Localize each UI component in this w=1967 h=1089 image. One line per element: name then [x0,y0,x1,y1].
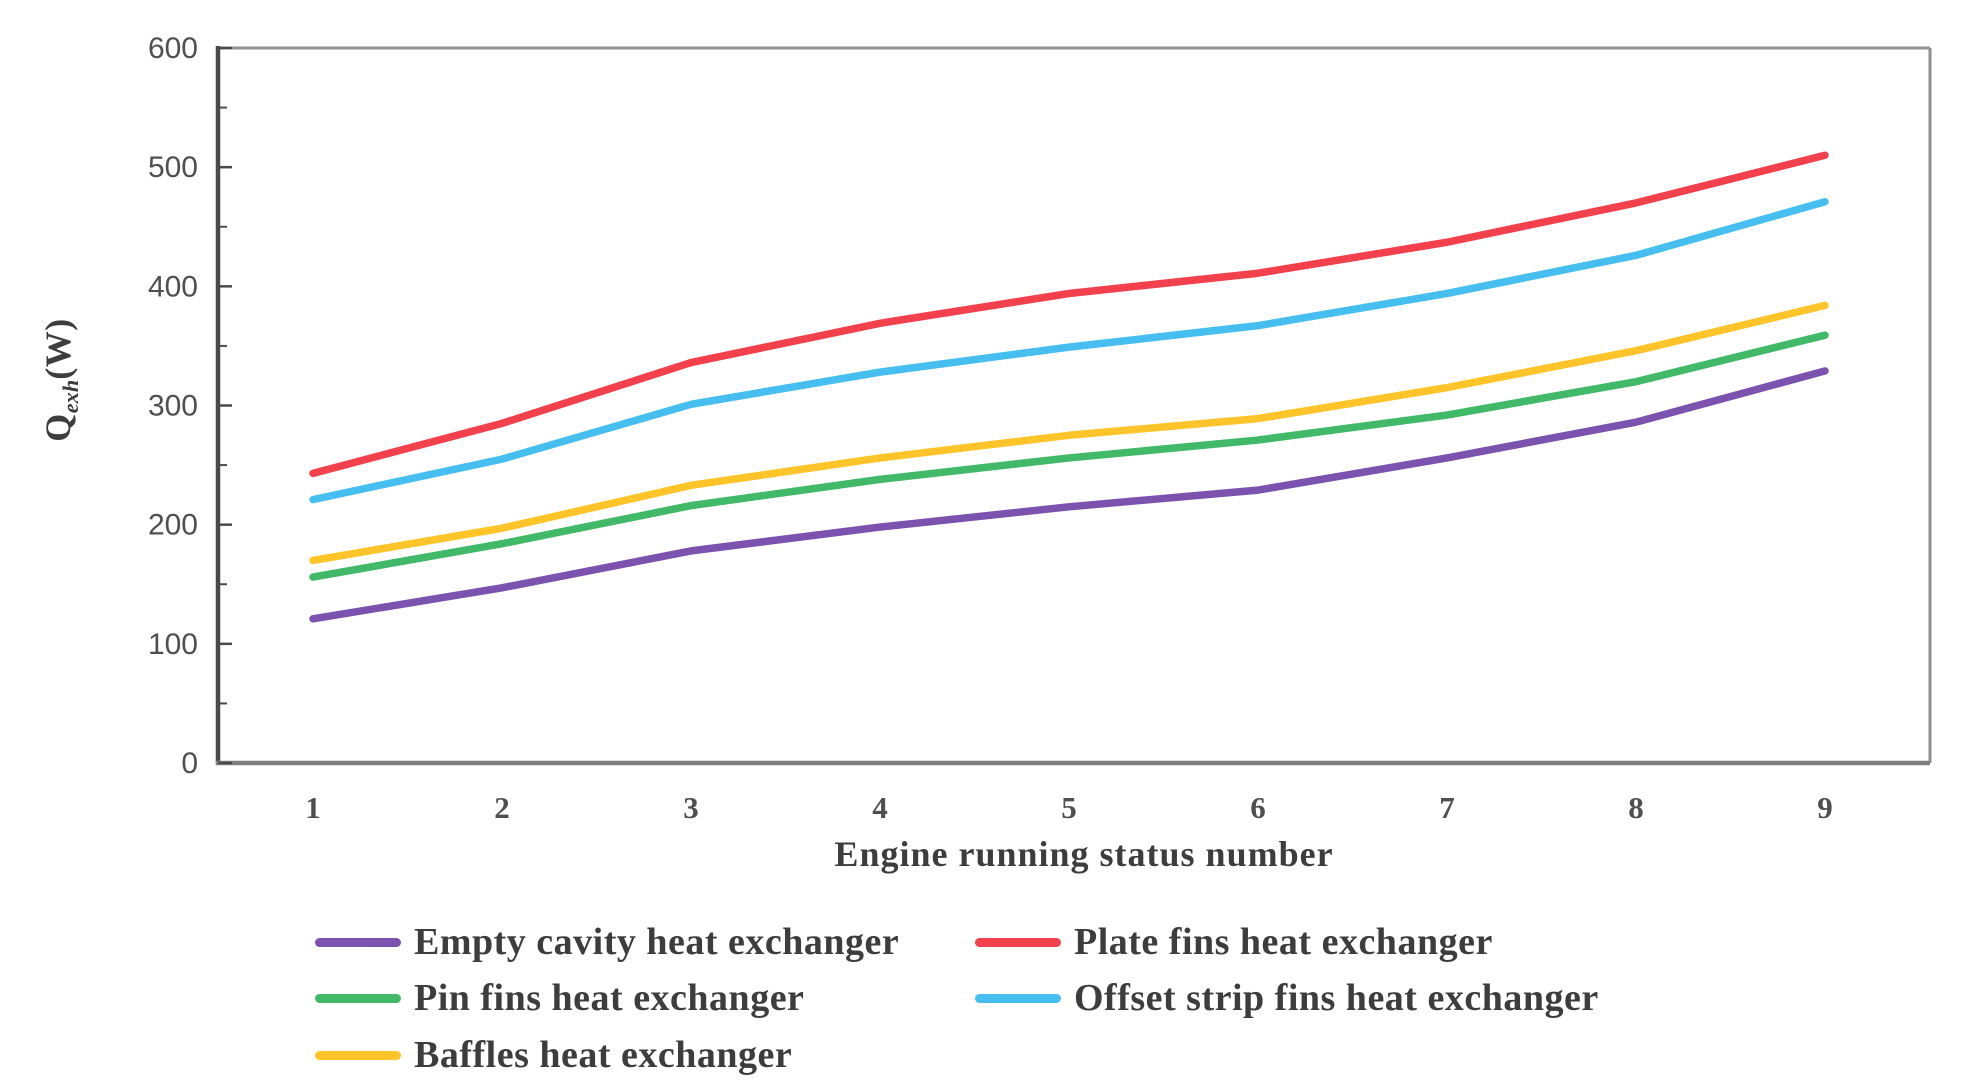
y-axis-title-unit: (W) [38,318,78,380]
x-tick-label-4: 4 [872,790,888,825]
y-tick-label-600: 600 [148,32,198,65]
x-axis-title: Engine running status number [834,834,1334,874]
series-line-empty-cavity-heat-exchanger [309,367,1829,623]
y-tick-label-200: 200 [148,509,198,542]
y-tick-label-500: 500 [148,151,198,184]
series-line-baffles-heat-exchanger [309,301,1829,565]
x-tick-label-8: 8 [1628,790,1644,825]
x-tick-label-5: 5 [1061,790,1077,825]
x-tick-label-1: 1 [305,790,321,825]
series-line-plate-fins-heat-exchanger [309,151,1829,478]
y-tick-label-0: 0 [181,747,198,780]
y-axis-title: Qexh(W) [30,230,86,530]
y-tick-label-400: 400 [148,270,198,303]
x-tick-label-6: 6 [1250,790,1266,825]
y-axis-title-base: Q [38,413,78,442]
y-tick-label-100: 100 [148,628,198,661]
x-tick-label-7: 7 [1439,790,1455,825]
y-axis-title-subscript: exh [58,379,84,414]
x-tick-label-9: 9 [1817,790,1833,825]
x-tick-label-3: 3 [683,790,699,825]
series-line-offset-strip-fins-heat-exchanger [309,197,1829,504]
y-tick-label-300: 300 [148,390,198,423]
x-tick-label-2: 2 [494,790,510,825]
series-line-pin-fins-heat-exchanger [309,331,1829,581]
